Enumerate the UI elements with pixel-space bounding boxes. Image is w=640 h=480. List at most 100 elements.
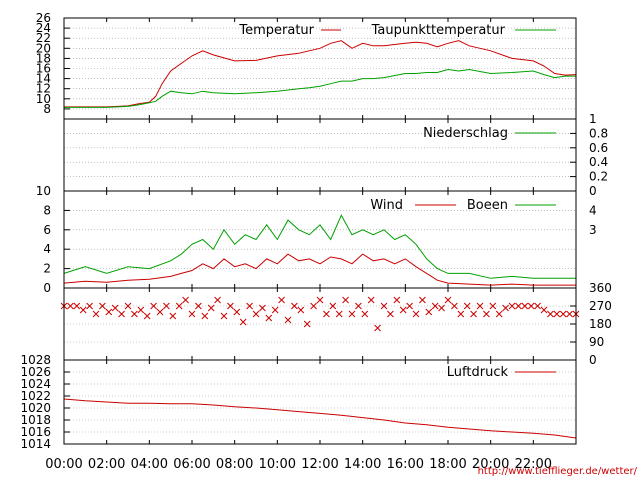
wind-direction-point <box>99 302 106 310</box>
wind-direction-point <box>335 310 343 318</box>
wind-direction-point <box>444 296 452 304</box>
y-tick-label: 0.6 <box>589 141 608 155</box>
x-tick-label: 12:00 <box>301 457 338 472</box>
y-tick-label: 1 <box>589 112 597 126</box>
x-tick-label: 02:00 <box>88 457 125 472</box>
y-tick-label: 0 <box>589 353 597 367</box>
x-tick-label: 20:00 <box>472 457 509 472</box>
wind-direction-point <box>278 296 285 304</box>
wind-direction-point <box>92 310 100 318</box>
legend-label: Taupunkttemperatur <box>371 23 506 38</box>
y-tick-label: 0 <box>589 184 597 198</box>
wind-direction-point <box>342 296 349 304</box>
y-tick-label: 1014 <box>20 437 51 451</box>
y-tick-label: 1018 <box>20 413 51 427</box>
wind-direction-point <box>412 310 420 318</box>
wind-direction-point <box>534 302 541 310</box>
wind-direction-point <box>515 302 522 310</box>
y-tick-label: 1028 <box>20 353 51 367</box>
wind-direction-point <box>156 308 164 316</box>
wind-direction-point <box>547 310 554 318</box>
y-tick-label: 90 <box>589 335 604 349</box>
wind-direction-point <box>284 316 292 324</box>
wind-direction-point <box>137 306 145 314</box>
wind-direction-point <box>182 296 189 304</box>
wind-direction-point <box>489 302 497 310</box>
y-tick-label: 20 <box>36 41 51 55</box>
x-tick-label: 04:00 <box>131 457 168 472</box>
y-tick-label: 1024 <box>20 377 51 391</box>
wind-direction-point <box>476 302 484 310</box>
y-tick-label: 12 <box>36 82 51 96</box>
wind-direction-point <box>271 306 279 314</box>
wind-direction-point <box>105 308 113 316</box>
y-tick-label: 4 <box>43 242 51 256</box>
wind-direction-point <box>259 304 266 312</box>
wind-direction-point <box>227 302 234 310</box>
legend-label: Boeen <box>467 198 508 213</box>
x-tick-label: 22:00 <box>515 457 552 472</box>
wind-direction-point <box>67 302 74 310</box>
wind-direction-point <box>220 312 228 320</box>
wind-direction-point <box>457 310 465 318</box>
wind-direction-point <box>265 314 273 322</box>
wind-direction-point <box>73 302 81 310</box>
wind-direction-point <box>329 302 337 310</box>
legend-label: Niederschlag <box>423 126 508 141</box>
x-tick-label: 06:00 <box>173 457 210 472</box>
wind-direction-point <box>348 310 356 318</box>
wind-direction-point <box>239 318 247 326</box>
wind-direction-point <box>495 310 503 318</box>
wind-direction-point <box>175 302 183 310</box>
panel-2: 0 2 4 6 8 10 3 4 Wind Boeen <box>36 184 597 295</box>
y-tick-label: 22 <box>36 31 51 45</box>
y-tick-label: 6 <box>43 223 51 237</box>
wind-direction-point <box>252 310 260 318</box>
wind-direction-point <box>527 302 535 310</box>
wind-direction-point <box>118 310 125 318</box>
y-tick-label: 1016 <box>20 425 51 439</box>
y-tick-label: 1020 <box>20 401 51 415</box>
wind-direction-point <box>150 302 157 310</box>
y-tick-label: 14 <box>36 72 51 86</box>
wind-direction-point <box>124 302 132 310</box>
wind-direction-point <box>483 310 490 318</box>
y-tick-label: 8 <box>43 102 51 116</box>
wind-direction-point <box>451 302 458 310</box>
wind-direction-point <box>431 302 439 310</box>
x-tick-label: 14:00 <box>344 457 381 472</box>
y-tick-label: 0 <box>43 281 51 295</box>
wind-direction-point <box>361 310 369 318</box>
series-taupunkttemperatur <box>64 68 576 108</box>
y-tick-label: 270 <box>589 299 612 313</box>
x-tick-label: 10:00 <box>259 457 296 472</box>
wind-direction-point <box>131 310 138 318</box>
wind-direction-point <box>559 310 567 318</box>
wind-direction-point <box>207 304 215 312</box>
wind-direction-point <box>86 302 93 310</box>
x-tick-label: 08:00 <box>216 457 253 472</box>
panel-3: 0 90 180 270 360 <box>60 281 612 367</box>
wind-direction-point <box>163 302 170 310</box>
series-wind <box>63 253 576 286</box>
panel-1: 00.20.40.60.81 Niederschlag <box>63 112 608 198</box>
wind-direction-point <box>438 304 445 312</box>
wind-direction-point <box>169 312 177 320</box>
series-temperatur <box>64 40 577 108</box>
wind-direction-point <box>553 310 561 318</box>
legend-label: Wind <box>370 198 403 213</box>
wind-direction-point <box>214 296 221 304</box>
source-url: http://www.tiefflieger.de/wetter/ <box>478 466 638 477</box>
wind-direction-point <box>310 302 317 310</box>
wind-direction-point <box>188 310 196 318</box>
wind-direction-point <box>387 310 394 318</box>
wind-direction-point <box>195 302 202 310</box>
wind-direction-point <box>355 302 362 310</box>
y2-tick-label: 3 <box>589 223 597 237</box>
y-tick-label: 10 <box>36 92 51 106</box>
wind-direction-point <box>502 304 509 312</box>
series-boeen <box>63 214 576 279</box>
